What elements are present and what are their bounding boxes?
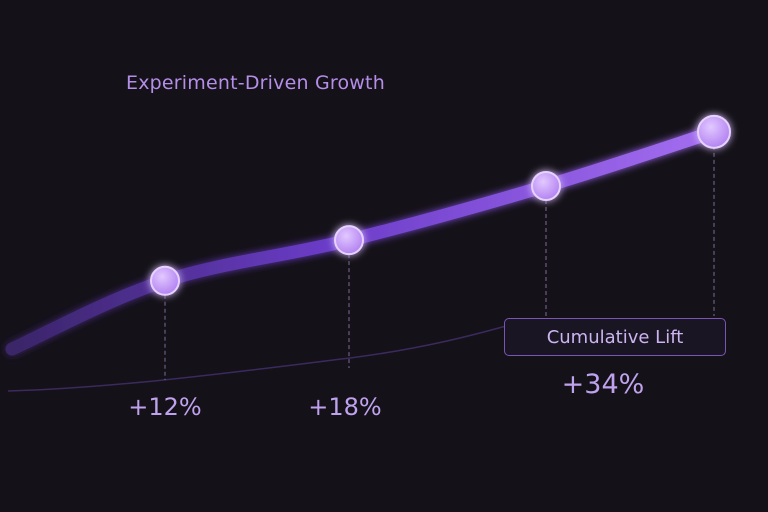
baseline-curve bbox=[7, 325, 507, 392]
data-label-4: +34% bbox=[561, 369, 645, 400]
chart-title: Experiment-Driven Growth bbox=[126, 72, 385, 94]
data-point-4 bbox=[697, 114, 731, 149]
data-label-1: +12% bbox=[128, 393, 202, 421]
data-point-1 bbox=[150, 265, 180, 296]
cumulative-lift-badge: Cumulative Lift bbox=[504, 318, 726, 356]
data-point-3 bbox=[531, 170, 561, 201]
data-label-2: +18% bbox=[308, 393, 382, 421]
data-point-2 bbox=[334, 225, 364, 256]
cumulative-lift-label: Cumulative Lift bbox=[546, 326, 684, 348]
